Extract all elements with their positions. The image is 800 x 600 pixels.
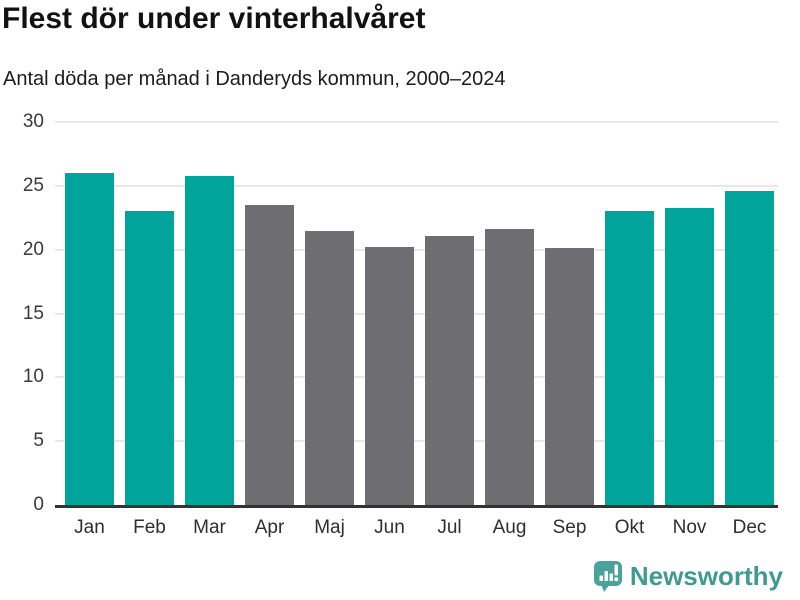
x-axis-month-label-nov: Nov xyxy=(672,517,707,538)
bar-dec xyxy=(725,190,774,505)
y-axis-tick-label-0: 0 xyxy=(33,494,44,515)
y-axis-tick-label-20: 20 xyxy=(22,238,44,260)
bar-jan xyxy=(65,173,114,505)
gridline-y-25 xyxy=(55,184,778,187)
x-axis-month-label-mar: Mar xyxy=(193,517,226,538)
bar-mar xyxy=(185,175,234,505)
x-axis-line xyxy=(55,505,778,508)
gridline-y-5 xyxy=(55,440,778,443)
x-axis-month-label-jun: Jun xyxy=(374,517,405,538)
newsworthy-logo: Newsworthy xyxy=(593,560,783,592)
newsworthy-logo-icon xyxy=(593,561,622,592)
x-axis-month-label-jul: Jul xyxy=(437,517,462,538)
bar-jul xyxy=(425,235,474,505)
bar-jun xyxy=(365,247,414,505)
newsworthy-logo-text: Newsworthy xyxy=(629,560,783,591)
x-axis-month-label-dec: Dec xyxy=(732,517,767,538)
y-axis-tick-label-5: 5 xyxy=(33,430,44,452)
x-axis-month-label-okt: Okt xyxy=(614,517,645,538)
x-axis-month-labels: Jan Feb Mar Apr Maj Jun Jul Aug Sep Okt Nov Dec xyxy=(65,517,774,539)
chart-subtitle: Antal döda per månad i Danderyds kommun,… xyxy=(3,68,506,90)
bar-aug xyxy=(485,229,534,505)
x-axis-month-label-apr: Apr xyxy=(254,517,285,538)
gridline-y-20 xyxy=(55,248,778,251)
chart-title: Flest dör under vinterhalvåret xyxy=(2,2,426,35)
bar-okt xyxy=(605,211,654,505)
x-axis-month-label-feb: Feb xyxy=(133,517,166,538)
x-axis-month-label-jan: Jan xyxy=(74,517,105,538)
bar-chart-plot-area xyxy=(55,121,778,508)
y-axis-tick-label-30: 30 xyxy=(22,111,44,132)
x-axis-month-label-maj: Maj xyxy=(314,517,345,538)
y-axis-tick-label-15: 15 xyxy=(22,302,44,324)
bar-nov xyxy=(665,207,714,505)
x-axis-month-label-aug: Aug xyxy=(492,517,527,538)
bar-sep xyxy=(545,248,594,505)
gridline-y-15 xyxy=(55,312,778,315)
bar-feb xyxy=(125,211,174,505)
bar-series xyxy=(65,122,774,505)
y-axis-tick-label-25: 25 xyxy=(22,174,44,196)
x-axis-month-label-sep: Sep xyxy=(552,517,587,538)
bar-apr xyxy=(245,204,294,505)
bar-maj xyxy=(305,230,354,505)
gridline-y-10 xyxy=(55,376,778,379)
gridline-y-30 xyxy=(55,121,778,123)
y-axis-tick-label-10: 10 xyxy=(22,366,44,388)
